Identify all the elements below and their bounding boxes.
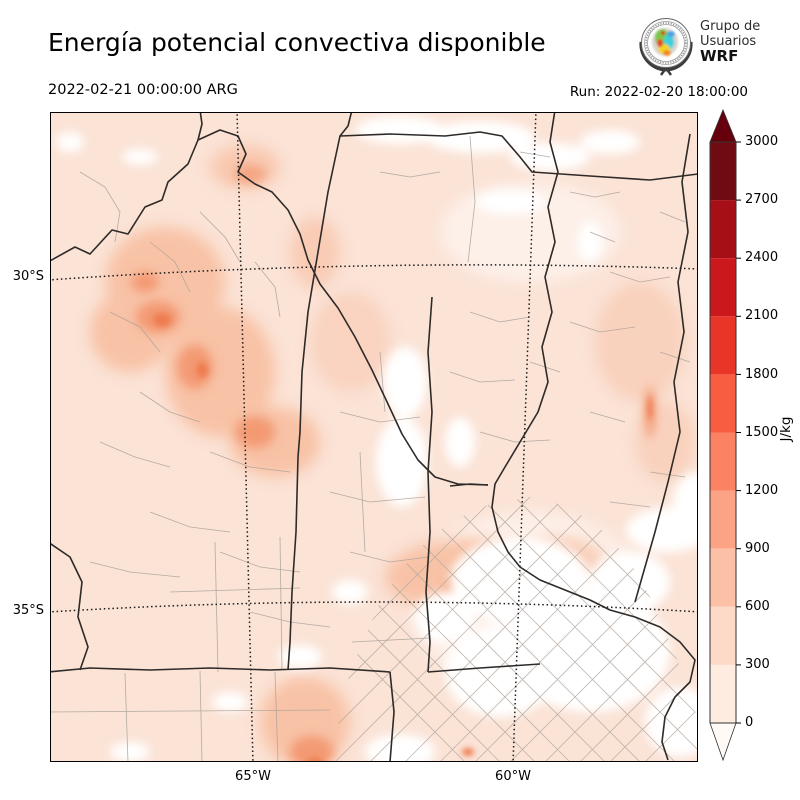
map-panel — [50, 112, 698, 762]
colorbar-unit-label: J/kg — [778, 416, 794, 442]
lat-label-35s: 35°S — [12, 603, 44, 618]
run-time-label: Run: 2022-02-20 18:00:00 — [569, 84, 748, 100]
gridline-30s — [50, 264, 698, 281]
colorbar-tick-900: 900 — [745, 541, 770, 556]
lat-label-30s: 30°S — [12, 269, 44, 284]
colorbar-tick-1200: 1200 — [745, 483, 779, 498]
wrf-users-group-logo: Grupo de Usuarios WRF — [636, 10, 796, 76]
lon-label-60w: 60°W — [495, 769, 531, 784]
colorbar-over-arrow — [709, 108, 737, 143]
logo-text-line2: Usuarios — [700, 33, 757, 49]
colorbar-tick-2400: 2400 — [745, 250, 779, 265]
colorbar-tick-600: 600 — [745, 599, 770, 614]
colorbar — [706, 106, 750, 766]
valid-time-label: 2022-02-21 00:00:00 ARG — [48, 82, 238, 98]
map-canvas — [50, 112, 698, 762]
map-frame — [50, 112, 698, 762]
colorbar-tick-2700: 2700 — [745, 192, 779, 207]
colorbar-tick-1800: 1800 — [745, 367, 779, 382]
graticule — [50, 112, 698, 762]
gridline-65w — [236, 112, 254, 762]
page-title: Energía potencial convectiva disponible — [48, 28, 546, 57]
globe-seal-icon — [639, 18, 693, 76]
zero-cape-patches — [56, 116, 698, 762]
province-borders — [50, 112, 698, 762]
logo-text-line1: Grupo de — [700, 19, 761, 34]
colorbar-under-arrow — [709, 722, 737, 762]
colorbar-tick-2100: 2100 — [745, 308, 779, 323]
colorbar-tick-0: 0 — [745, 715, 754, 730]
gridline-60w — [512, 112, 537, 762]
colorbar-bins — [710, 142, 736, 723]
logo-text-wrf: WRF — [700, 47, 739, 65]
colorbar-tick-marks — [736, 141, 741, 724]
colorbar-tick-3000: 3000 — [745, 134, 779, 149]
lon-label-65w: 65°W — [235, 769, 271, 784]
department-borders — [50, 135, 691, 762]
colorbar-tick-1500: 1500 — [745, 425, 779, 440]
gridline-35s — [50, 601, 698, 613]
colorbar-tick-300: 300 — [745, 657, 770, 672]
